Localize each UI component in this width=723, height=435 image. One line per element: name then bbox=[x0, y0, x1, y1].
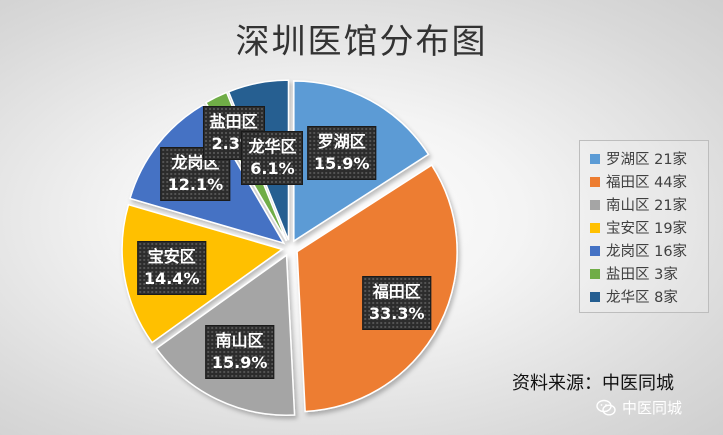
chart-title: 深圳医馆分布图 bbox=[235, 22, 488, 62]
legend-label: 福田区 44家 bbox=[606, 175, 688, 191]
data-label-percent: 6.1% bbox=[250, 158, 295, 178]
watermark-text: 中医同城 bbox=[622, 399, 683, 417]
legend-swatch bbox=[590, 268, 600, 279]
legend: 罗湖区 21家 福田区 44家 南山区 21家 宝安区 19家 龙岗区 16家 盐田区 3… bbox=[579, 140, 709, 313]
data-label: 龙华区 6.1% bbox=[241, 130, 304, 185]
data-label-name: 南山区 bbox=[215, 331, 264, 351]
source-note: 资料来源：中医同城 bbox=[512, 373, 674, 394]
data-label-percent: 33.3% bbox=[368, 303, 425, 323]
data-label-name: 龙华区 bbox=[248, 136, 297, 156]
data-label: 福田区 33.3% bbox=[361, 275, 432, 330]
legend-swatch bbox=[590, 153, 600, 164]
data-label-name: 盐田区 bbox=[209, 112, 258, 132]
data-label-percent: 12.1% bbox=[167, 175, 224, 195]
legend-swatch bbox=[590, 176, 600, 187]
legend-item: 罗湖区 21家 bbox=[590, 147, 702, 170]
data-label-name: 宝安区 bbox=[147, 247, 196, 267]
wechat-icon bbox=[596, 399, 616, 416]
legend-item: 宝安区 19家 bbox=[590, 216, 702, 239]
data-label-name: 福田区 bbox=[372, 281, 421, 301]
legend-item: 盐田区 3家 bbox=[590, 262, 702, 285]
data-label-name: 罗湖区 bbox=[317, 132, 366, 152]
legend-label: 龙华区 8家 bbox=[606, 290, 678, 306]
legend-label: 宝安区 19家 bbox=[606, 221, 688, 237]
data-label: 罗湖区 15.9% bbox=[306, 126, 377, 181]
watermark: 中医同城 bbox=[596, 397, 682, 418]
legend-swatch bbox=[590, 291, 600, 302]
legend-item: 龙华区 8家 bbox=[590, 285, 702, 308]
data-label-percent: 15.9% bbox=[211, 353, 268, 373]
legend-label: 盐田区 3家 bbox=[606, 267, 678, 283]
data-label: 南山区 15.9% bbox=[204, 325, 275, 380]
data-label-percent: 15.9% bbox=[313, 154, 370, 174]
legend-label: 龙岗区 16家 bbox=[606, 244, 688, 260]
legend-item: 福田区 44家 bbox=[590, 170, 702, 193]
data-label: 宝安区 14.4% bbox=[136, 241, 207, 296]
legend-label: 南山区 21家 bbox=[606, 198, 688, 214]
legend-swatch bbox=[590, 199, 600, 210]
legend-item: 龙岗区 16家 bbox=[590, 239, 702, 262]
data-label-percent: 14.4% bbox=[143, 269, 200, 289]
legend-item: 南山区 21家 bbox=[590, 193, 702, 216]
legend-label: 罗湖区 21家 bbox=[606, 152, 688, 168]
legend-swatch bbox=[590, 222, 600, 233]
legend-swatch bbox=[590, 245, 600, 256]
